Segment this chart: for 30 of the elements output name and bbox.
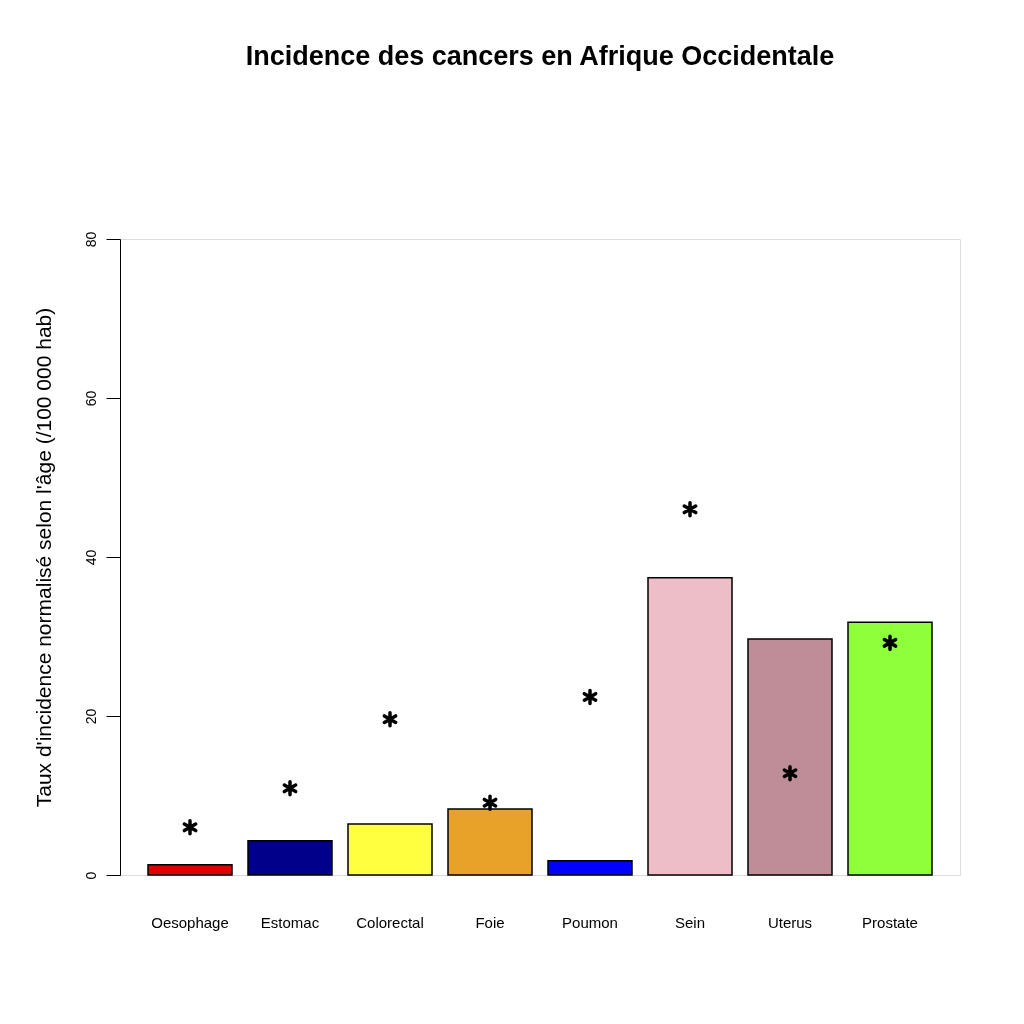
y-tick-label: 80 bbox=[82, 231, 99, 248]
point bbox=[882, 634, 898, 652]
point bbox=[182, 819, 198, 836]
chart-title: Incidence des cancers en Afrique Occidentale bbox=[245, 41, 835, 72]
bar bbox=[347, 823, 433, 876]
x-tick-label: Colorectal bbox=[356, 913, 424, 931]
x-tick-label: Sein bbox=[674, 913, 706, 931]
point bbox=[682, 501, 698, 518]
x-tick-label: Foie bbox=[475, 913, 505, 931]
point bbox=[382, 710, 398, 728]
x-tick-label: Estomac bbox=[260, 913, 320, 931]
bar bbox=[247, 840, 333, 876]
x-tick-label: Uterus bbox=[767, 913, 813, 931]
y-tick-label: 40 bbox=[82, 549, 99, 566]
y-axis-title: Taux d'incidence normalisé selon l'âge (/100 000 hab) bbox=[31, 307, 55, 808]
bar bbox=[847, 621, 933, 876]
x-tick-label: Prostate bbox=[862, 913, 918, 931]
y-tick-label: 20 bbox=[82, 708, 99, 725]
point bbox=[582, 688, 598, 706]
y-tick-label: 0 bbox=[82, 871, 99, 880]
bar bbox=[147, 863, 233, 876]
bar bbox=[647, 576, 733, 876]
bar bbox=[547, 859, 633, 876]
bar bbox=[747, 638, 833, 876]
point bbox=[782, 764, 798, 782]
point bbox=[282, 780, 298, 797]
point bbox=[482, 794, 498, 811]
x-tick-label: Oesophage bbox=[151, 913, 229, 931]
y-tick-label: 60 bbox=[82, 390, 99, 407]
x-tick-label: Poumon bbox=[562, 913, 618, 931]
